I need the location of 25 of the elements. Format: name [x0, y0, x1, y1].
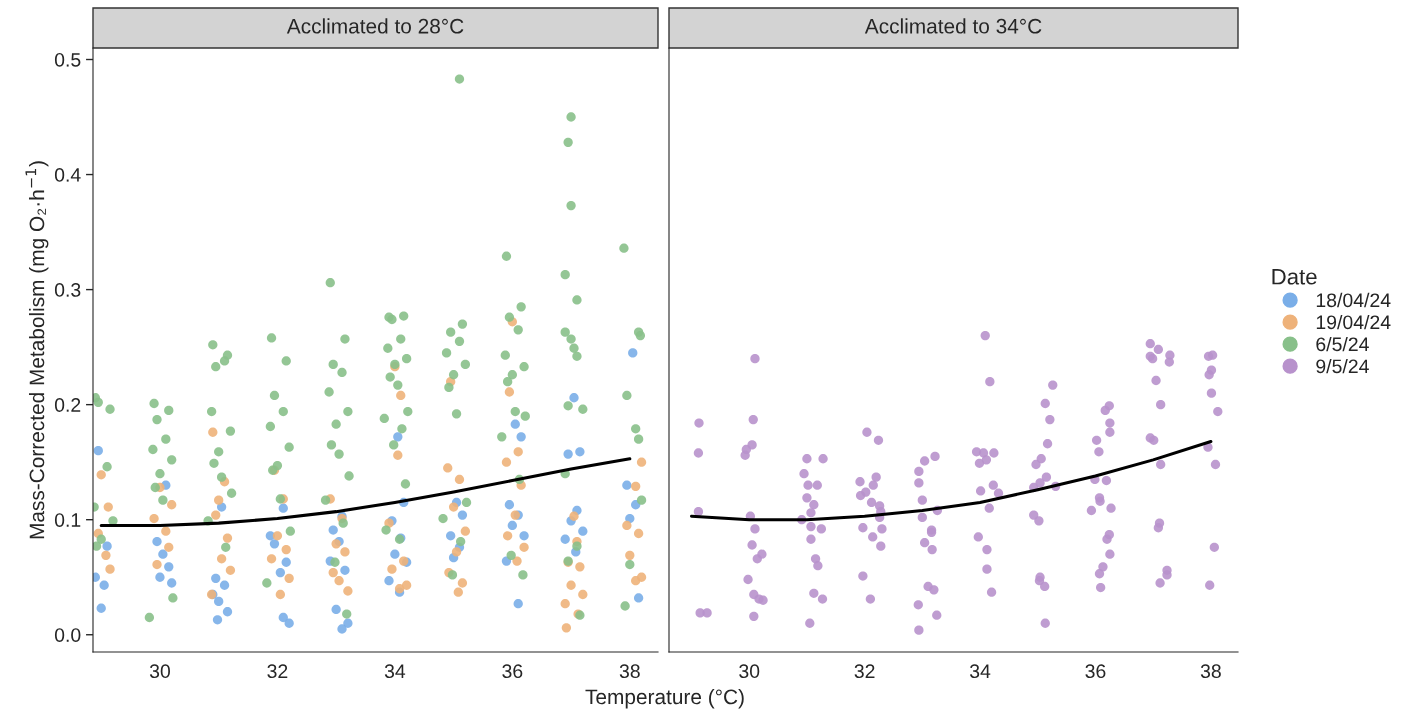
- x-tick-label: 30: [739, 664, 760, 679]
- x-tick-label: 30: [149, 664, 171, 679]
- y-tick-label: 0.1: [54, 513, 81, 527]
- x-axis-title: Temperature (°C): [585, 688, 744, 709]
- x-tick-label: 38: [1200, 664, 1221, 679]
- legend-label: 6/5/24: [1316, 336, 1369, 352]
- y-tick-label: 0.2: [54, 398, 81, 412]
- x-tick-label: 34: [384, 664, 406, 679]
- y-tick-label: 0.5: [54, 52, 81, 67]
- legend-label: 19/04/24: [1316, 314, 1391, 330]
- x-tick-label: 36: [502, 664, 523, 679]
- y-tick-label: 0.0: [54, 628, 81, 642]
- x-tick-label: 34: [969, 664, 991, 679]
- x-tick-label: 32: [267, 664, 288, 679]
- legend-label: 18/04/24: [1316, 292, 1391, 308]
- chart-title: Acclimated to 34°C: [864, 18, 1042, 34]
- legend-title: Date: [1272, 269, 1317, 285]
- y-axis-title: Mass-Corrected Metabolism (mg O₂·h$^{−1}$): [25, 161, 49, 539]
- y-tick-label: 0.3: [54, 283, 81, 297]
- chart-title: Acclimated to 28°C: [286, 18, 464, 34]
- y-tick-label: 0.4: [54, 168, 81, 182]
- x-tick-label: 32: [854, 664, 875, 679]
- x-tick-label: 36: [1085, 664, 1106, 679]
- x-tick-label: 38: [619, 664, 640, 679]
- legend-label: 9/5/24: [1316, 358, 1369, 374]
